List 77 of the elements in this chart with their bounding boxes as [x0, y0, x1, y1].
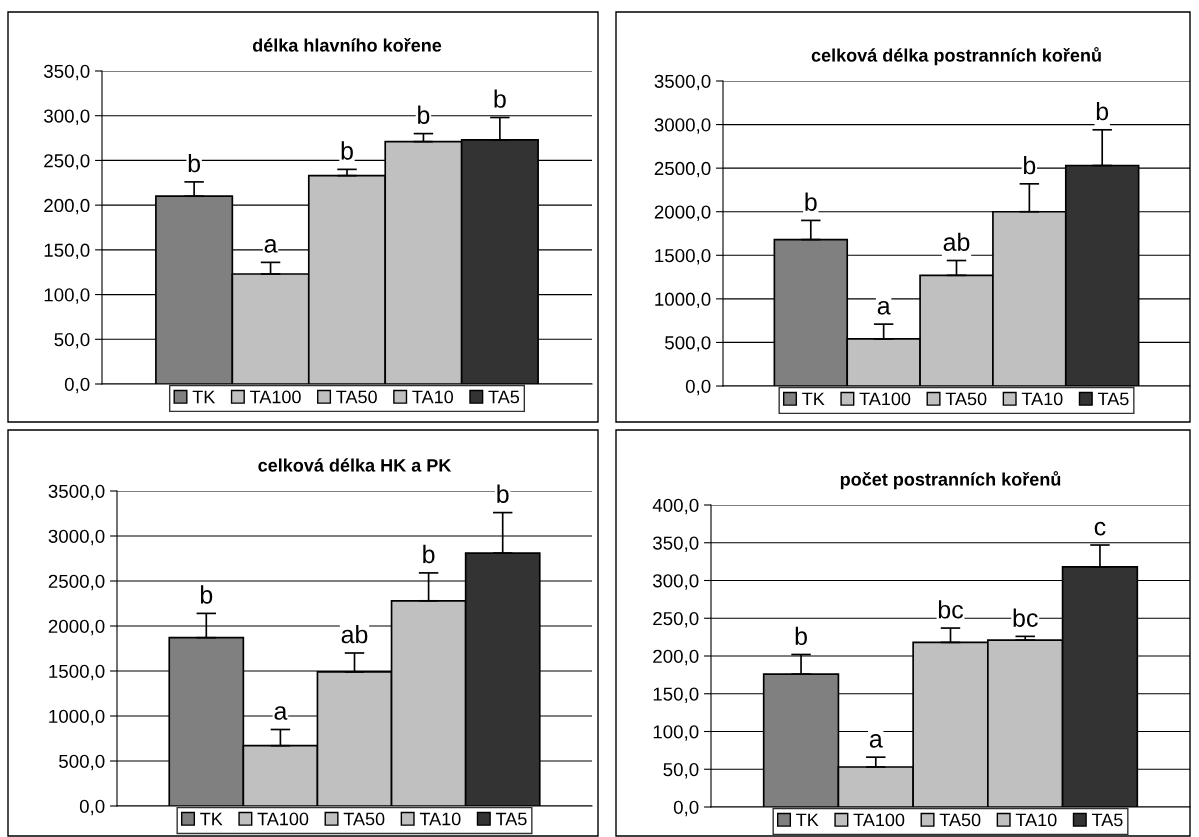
legend-label: TA5 [1091, 813, 1123, 827]
annotation: bc [938, 600, 964, 619]
legend-label: TK [192, 390, 216, 404]
annotation: a [264, 239, 278, 253]
y-tick-label: 400,0 [652, 498, 699, 515]
y-tick-label: 1000,0 [49, 709, 105, 726]
y-tick-label: 150,0 [653, 687, 699, 703]
y-tick-label: 3000,0 [48, 529, 105, 546]
y-tick-label: 50,0 [663, 762, 699, 779]
legend-label: TA100 [250, 390, 301, 404]
y-tick-label: 250,0 [653, 611, 699, 628]
legend-label: TK [796, 813, 819, 827]
y-tick-label: 200,0 [653, 649, 699, 666]
annotation: b [497, 484, 509, 503]
y-tick-label: 500,0 [665, 336, 711, 352]
legend-label: TK [802, 392, 825, 406]
y-tick-label: 0,0 [685, 379, 711, 396]
legend-label: TA10 [419, 812, 461, 826]
y-tick-label: 0,0 [79, 799, 105, 816]
y-tick-label: 50,0 [54, 332, 90, 349]
y-tick-label: 1000,0 [655, 292, 711, 309]
chart-title: celková délka HK a PK [258, 458, 452, 472]
y-tick-label: 150,0 [44, 243, 90, 260]
y-tick-label: 100,0 [653, 725, 699, 741]
legend-label: TA5 [1097, 392, 1129, 406]
annotation: ab [943, 232, 970, 251]
annotation: b [418, 105, 430, 124]
chart-title: délka hlavního kořene [252, 38, 442, 52]
legend-label: TA5 [495, 812, 527, 826]
legend-label: TA5 [488, 390, 520, 404]
annotation: b [423, 544, 435, 564]
legend-label: TA50 [343, 812, 385, 826]
legend-label: TA50 [945, 392, 987, 406]
y-tick-label: 2500,0 [654, 161, 711, 178]
annotation: b [1096, 101, 1109, 121]
annotation: c [1094, 521, 1106, 536]
chart-title: celková délka postranních kořenů [811, 47, 1101, 66]
annotation: b [188, 153, 201, 173]
legend-label: TK [200, 812, 223, 826]
annotation: b [200, 585, 213, 604]
y-tick-label: 1500,0 [655, 248, 711, 265]
chart-title: počet postranních kořenů [840, 471, 1061, 490]
y-tick-label: 3500,0 [48, 484, 105, 501]
legend-label: TA10 [1021, 392, 1063, 406]
y-tick-label: 300,0 [652, 574, 699, 590]
legend-label: TA100 [859, 392, 911, 406]
legend-label: TA50 [939, 813, 981, 827]
y-tick-label: 3000,0 [654, 118, 711, 134]
annotation: b [494, 89, 506, 108]
annotation: b [795, 626, 807, 646]
legend-label: TA100 [853, 813, 905, 827]
annotation: b [1024, 155, 1036, 175]
y-tick-label: 250,0 [44, 154, 90, 170]
legend-label: TA100 [257, 812, 309, 826]
y-tick-label: 0,0 [673, 800, 699, 817]
y-tick-label: 3500,0 [654, 74, 711, 91]
annotation: bc [1013, 608, 1038, 627]
annotation: b [341, 141, 353, 160]
y-tick-label: 350,0 [43, 64, 90, 81]
y-tick-label: 300,0 [43, 109, 90, 125]
y-tick-label: 500,0 [59, 754, 105, 771]
y-tick-label: 350,0 [652, 536, 699, 552]
y-tick-label: 0,0 [64, 377, 90, 394]
annotation: b [805, 192, 817, 211]
annotation: a [274, 706, 288, 720]
y-tick-label: 2000,0 [48, 619, 105, 636]
y-tick-label: 1500,0 [49, 664, 105, 681]
y-tick-label: 2500,0 [48, 574, 105, 591]
y-tick-label: 100,0 [44, 288, 90, 304]
legend-label: TA10 [412, 390, 454, 404]
legend-label: TA10 [1015, 813, 1057, 827]
y-tick-label: 200,0 [44, 198, 90, 215]
annotation: a [869, 734, 883, 748]
legend-label: TA50 [336, 390, 377, 404]
annotation: a [877, 300, 891, 315]
y-tick-label: 2000,0 [654, 205, 711, 221]
annotation: ab [341, 624, 368, 644]
